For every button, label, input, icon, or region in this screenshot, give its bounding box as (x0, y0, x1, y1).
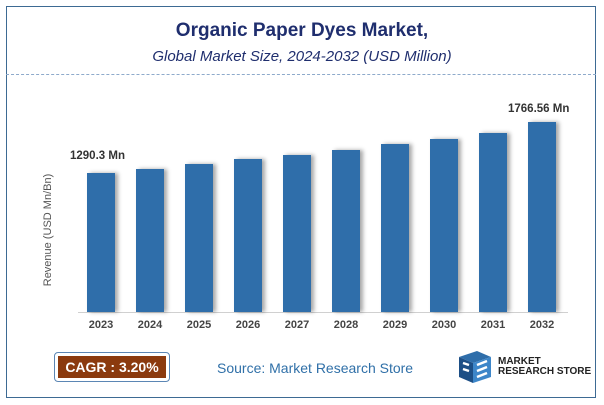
y-axis-label: Revenue (USD Mn/Bn) (42, 173, 54, 287)
x-tick-label: 2027 (284, 319, 310, 331)
bar-2030 (430, 139, 458, 312)
logo-text: MARKET RESEARCH STORE (498, 356, 592, 377)
data-label-last: 1766.56 Mn (508, 103, 570, 115)
x-tick-label: 2023 (88, 319, 114, 331)
x-tick-label: 2028 (333, 319, 359, 331)
bar-2024 (136, 169, 164, 312)
bar-2028 (332, 150, 360, 312)
x-tick-label: 2025 (186, 319, 212, 331)
cagr-value: CAGR : 3.20% (58, 356, 166, 378)
chart-frame (6, 6, 596, 398)
header-divider (6, 74, 596, 75)
market-research-store-logo-icon (459, 351, 491, 383)
bar-2031 (479, 133, 507, 312)
x-tick-label: 2032 (529, 319, 555, 331)
bar-2026 (234, 159, 262, 312)
x-tick-label: 2029 (382, 319, 408, 331)
x-tick-label: 2030 (431, 319, 457, 331)
data-label-first: 1290.3 Mn (70, 150, 125, 162)
x-tick-label: 2026 (235, 319, 261, 331)
bar-2029 (381, 144, 409, 312)
x-tick-label: 2031 (480, 319, 506, 331)
chart-subtitle: Global Market Size, 2024-2032 (USD Milli… (152, 48, 452, 65)
cagr-badge: CAGR : 3.20% (54, 352, 170, 382)
source-text: Source: Market Research Store (217, 360, 414, 376)
bar-2027 (283, 155, 311, 312)
bar-2032 (528, 122, 556, 312)
bar-2023 (87, 173, 115, 312)
x-tick-label: 2024 (137, 319, 163, 331)
chart-title: Organic Paper Dyes Market, (175, 20, 429, 41)
x-axis-line (78, 312, 568, 313)
bar-2025 (185, 164, 213, 312)
